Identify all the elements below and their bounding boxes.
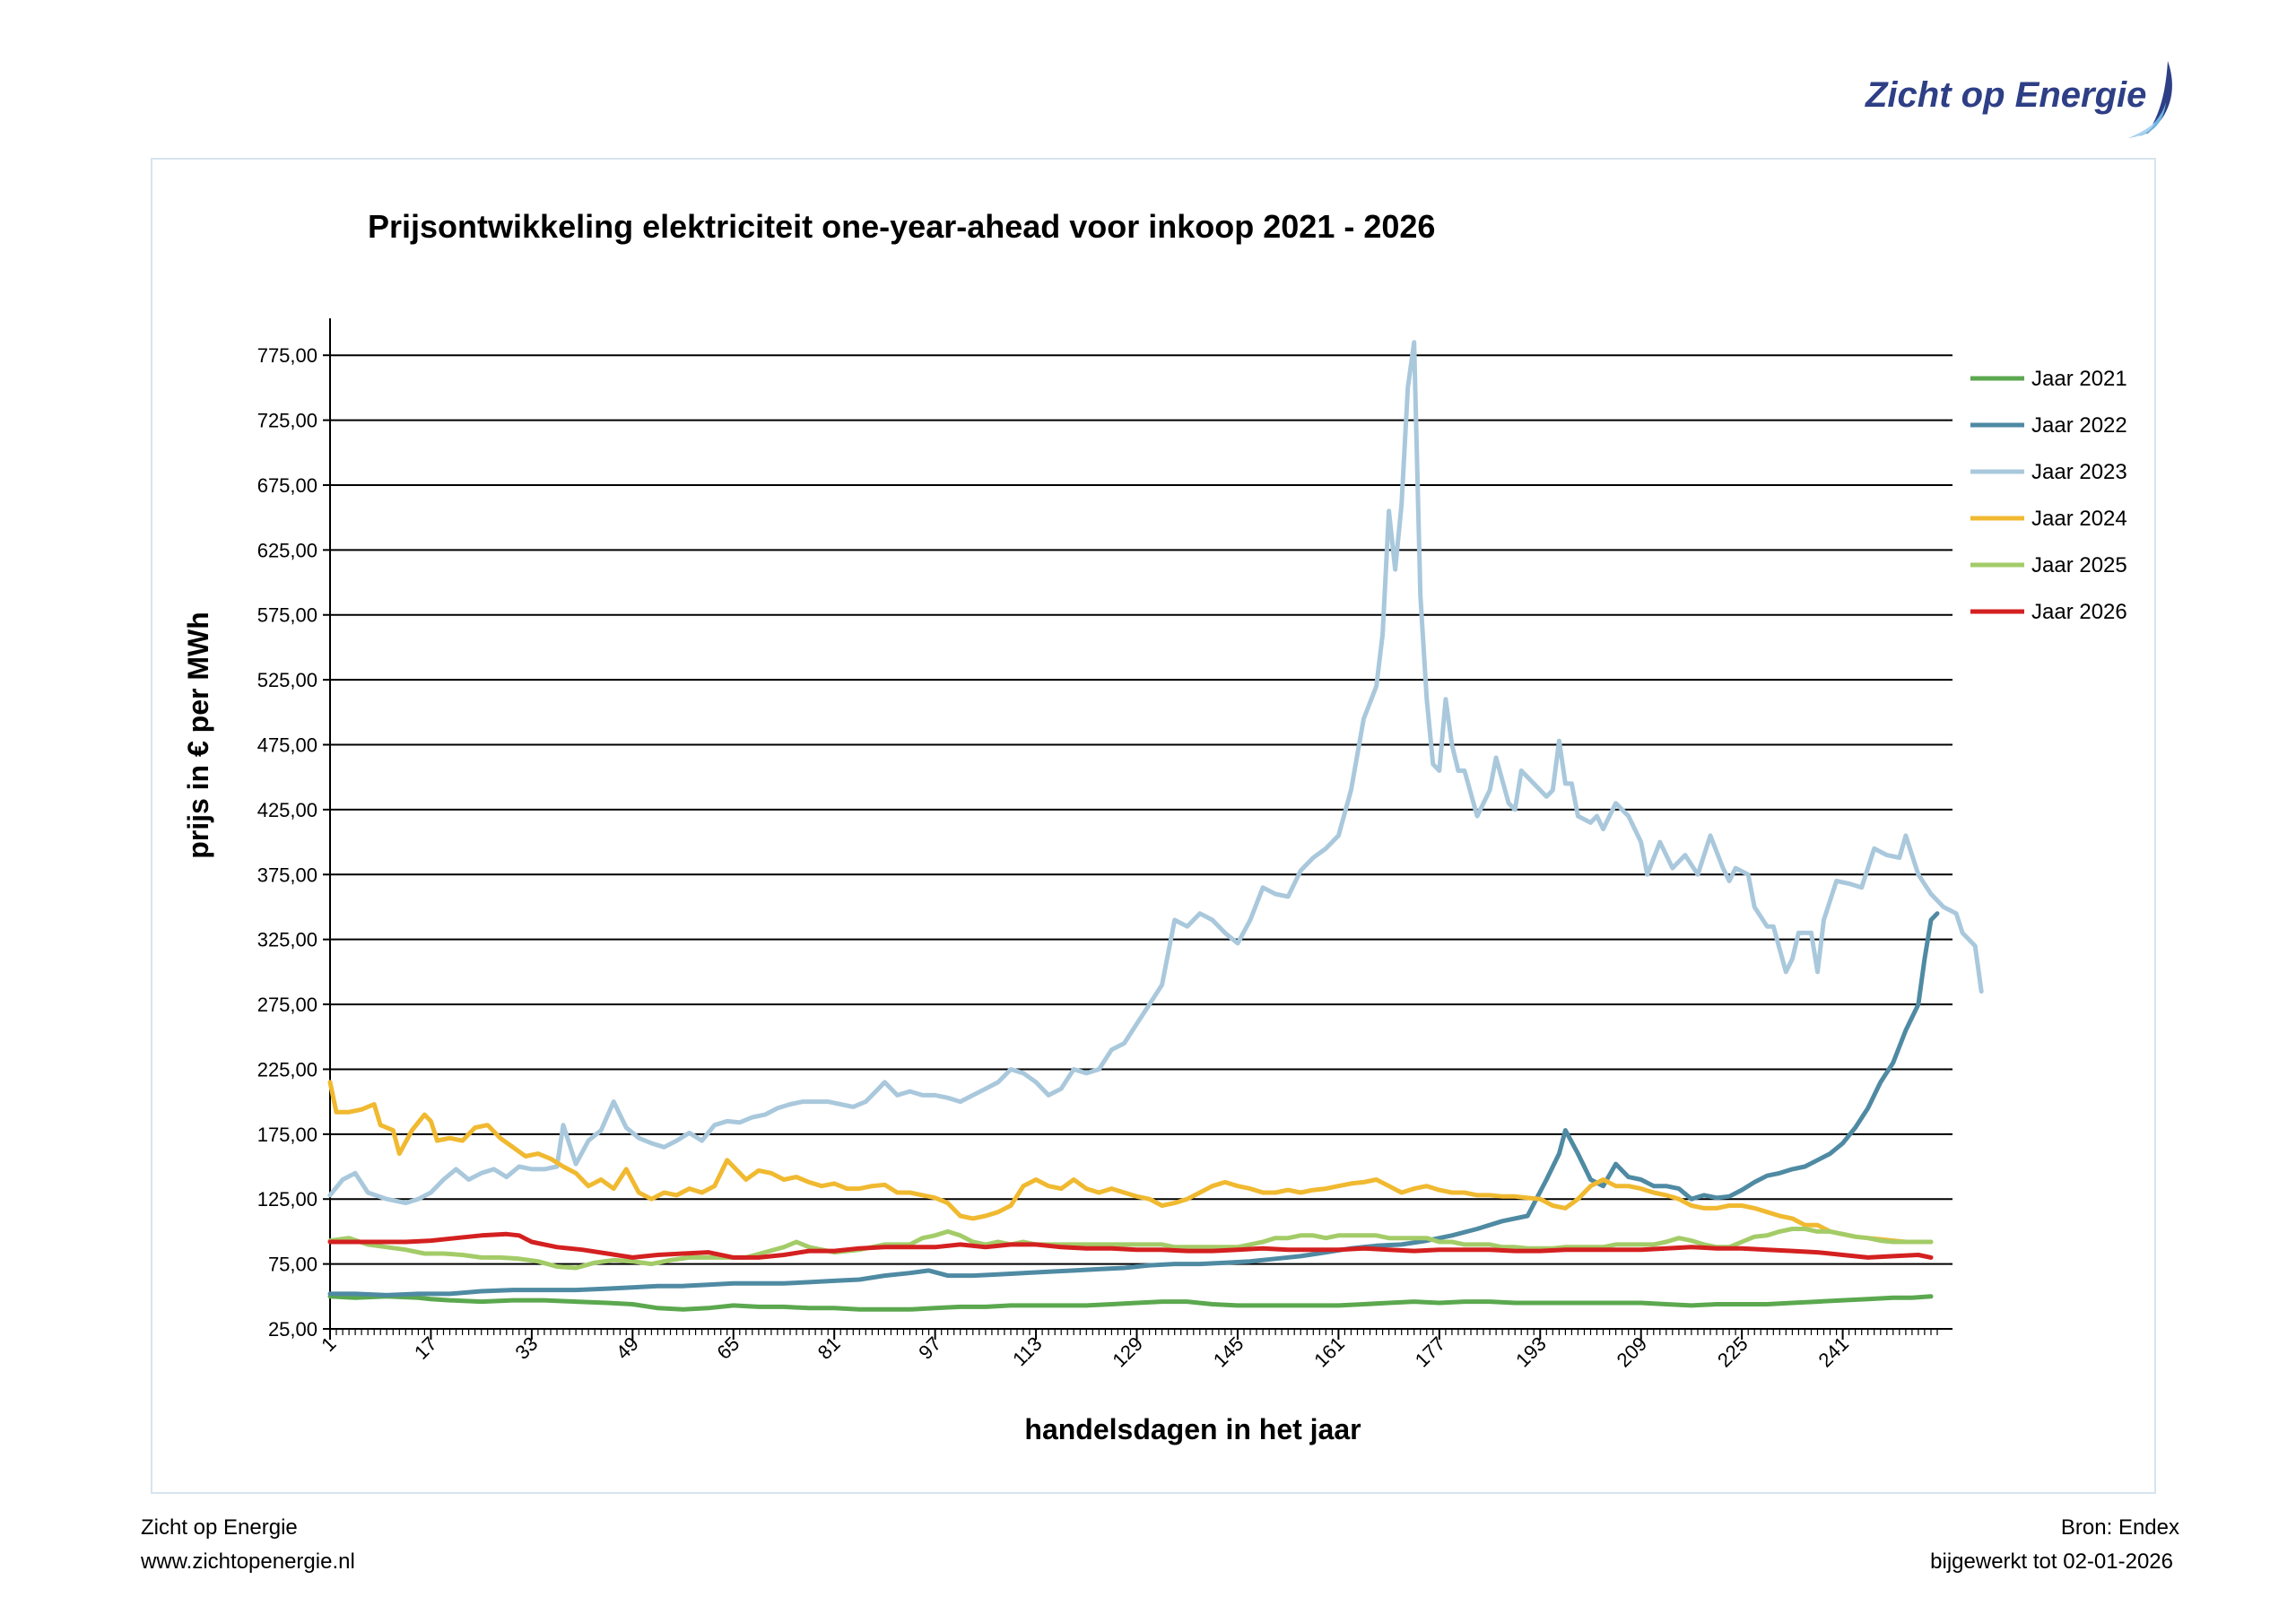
y-tick-label: 675,00 (257, 474, 317, 497)
legend-entry: Jaar 2025 (2031, 553, 2127, 577)
footer-updated: bijgewerkt tot 02-01-2026 (1930, 1549, 2173, 1574)
y-tick-label: 775,00 (257, 344, 317, 367)
x-tick-label: 33 (510, 1332, 542, 1364)
x-tick-label: 177 (1411, 1332, 1450, 1372)
y-tick-label: 625,00 (257, 539, 317, 561)
zicht-op-energie-logo: Zicht op Energie (1866, 59, 2188, 140)
legend-entry: Jaar 2026 (2031, 600, 2127, 624)
x-axis-label: handelsdagen in het jaar (1024, 1413, 1361, 1445)
legend-entry: Jaar 2024 (2031, 507, 2127, 531)
y-tick-label: 375,00 (257, 864, 317, 886)
footer-website: www.zichtopenergie.nl (141, 1549, 355, 1574)
series-line-jaar-2024 (327, 1080, 1934, 1245)
legend-entry: Jaar 2021 (2031, 367, 2127, 391)
legend-entry: Jaar 2023 (2031, 460, 2127, 484)
series-line-jaar-2022 (327, 911, 1940, 1298)
x-tick-label: 209 (1613, 1332, 1652, 1372)
y-tick-label: 125,00 (257, 1188, 317, 1211)
y-tick-label: 75,00 (268, 1254, 317, 1276)
logo-text: Zicht op Energie (1866, 75, 2147, 115)
legend-entry: Jaar 2022 (2031, 413, 2127, 438)
footer-company: Zicht op Energie (141, 1515, 298, 1540)
x-tick-label: 65 (712, 1332, 744, 1364)
x-tick-label: 113 (1008, 1332, 1046, 1370)
x-tick-label: 193 (1511, 1332, 1551, 1372)
chart-frame (151, 158, 2156, 1494)
y-tick-label: 475,00 (257, 734, 317, 757)
x-tick-label: 241 (1813, 1332, 1853, 1372)
y-tick-label: 725,00 (257, 410, 317, 432)
series-line-jaar-2026 (327, 1231, 1934, 1260)
x-tick-label: 225 (1713, 1332, 1752, 1372)
x-tick-label: 145 (1209, 1332, 1248, 1372)
y-tick-label: 525,00 (257, 669, 317, 691)
y-tick-label: 25,00 (268, 1318, 317, 1341)
y-tick-label: 575,00 (257, 604, 317, 627)
x-minor-ticks (329, 1329, 1938, 1335)
y-tick-label: 275,00 (257, 994, 317, 1016)
x-tick-label: 81 (813, 1332, 845, 1364)
x-tick-label: 17 (410, 1332, 441, 1364)
x-tick-label: 1 (317, 1332, 340, 1356)
y-tick-label: 175,00 (257, 1124, 317, 1146)
series-line-jaar-2021 (327, 1294, 1934, 1312)
y-axis-label: prijs in € per MWh (182, 612, 214, 859)
y-tick-label: 225,00 (257, 1058, 317, 1081)
series-line-jaar-2025 (327, 1227, 1934, 1271)
sail-icon (2128, 61, 2172, 138)
y-tick-label: 425,00 (257, 799, 317, 821)
series-line-jaar-2023 (327, 340, 1984, 1206)
x-tick-label: 97 (914, 1332, 945, 1364)
x-tick-label: 161 (1309, 1332, 1349, 1372)
footer-source: Bron: Endex (2060, 1515, 2179, 1540)
x-tick-label: 129 (1108, 1332, 1147, 1372)
chart-title: Prijsontwikkeling elektriciteit one-year… (368, 208, 1435, 245)
y-tick-label: 325,00 (257, 929, 317, 951)
x-tick-label: 49 (612, 1332, 643, 1364)
